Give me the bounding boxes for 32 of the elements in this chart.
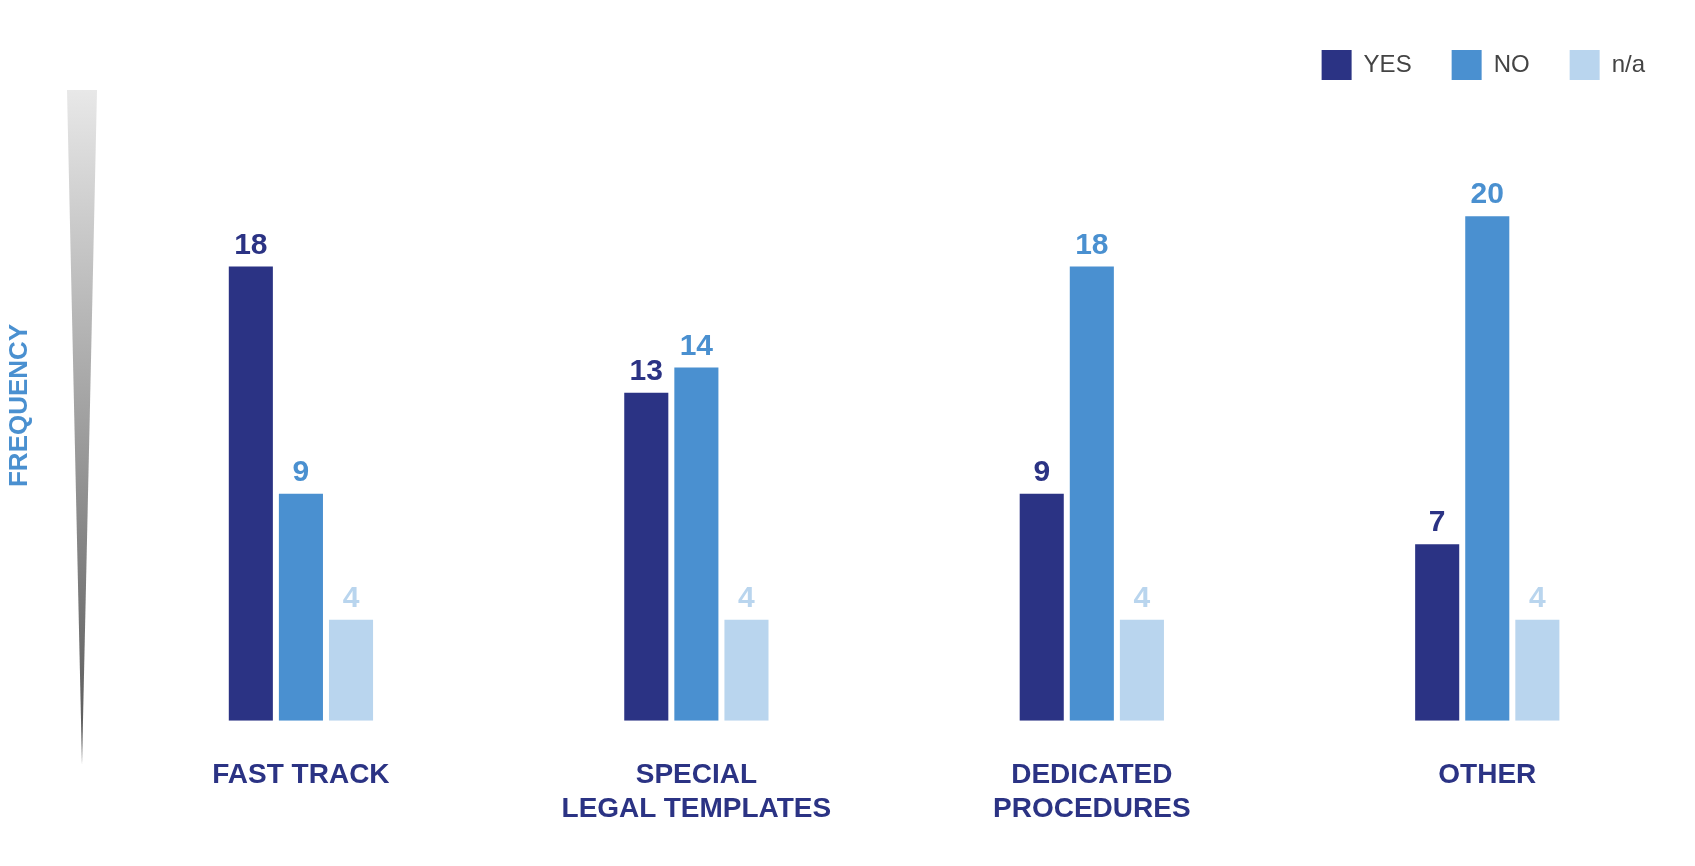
data-label: 18 bbox=[1075, 226, 1109, 260]
bar bbox=[278, 493, 323, 721]
legend-label: YES bbox=[1363, 49, 1412, 77]
data-label: 13 bbox=[629, 353, 663, 387]
legend-label: n/a bbox=[1611, 49, 1646, 77]
data-label: 7 bbox=[1428, 504, 1446, 538]
bar bbox=[328, 619, 374, 721]
bar bbox=[724, 619, 769, 721]
data-label: 20 bbox=[1470, 176, 1504, 210]
legend-label: NO bbox=[1493, 49, 1530, 77]
x-tick-label: OTHER bbox=[1438, 758, 1537, 790]
data-label: 4 bbox=[1133, 580, 1151, 614]
x-tick-label: SPECIAL LEGAL TEMPLATES bbox=[561, 758, 832, 823]
bar bbox=[1465, 216, 1510, 721]
data-label: 4 bbox=[342, 580, 360, 614]
x-tick-label: DEDICATED PROCEDURES bbox=[993, 758, 1191, 823]
data-label: 18 bbox=[234, 226, 268, 260]
y-axis-title: FREQUENCY bbox=[2, 323, 33, 488]
bar bbox=[1069, 266, 1114, 721]
bar bbox=[1515, 619, 1560, 721]
bar bbox=[674, 367, 719, 721]
bar bbox=[1415, 544, 1460, 721]
data-label: 14 bbox=[679, 327, 714, 361]
data-label: 4 bbox=[738, 580, 756, 614]
bar bbox=[228, 266, 273, 721]
x-tick-label: FAST TRACK bbox=[212, 758, 390, 790]
data-label: 4 bbox=[1529, 580, 1547, 614]
bar bbox=[1019, 493, 1064, 721]
data-label: 9 bbox=[1033, 453, 1051, 487]
bar bbox=[624, 392, 669, 721]
data-label: 9 bbox=[292, 453, 310, 487]
bar bbox=[1119, 619, 1164, 721]
